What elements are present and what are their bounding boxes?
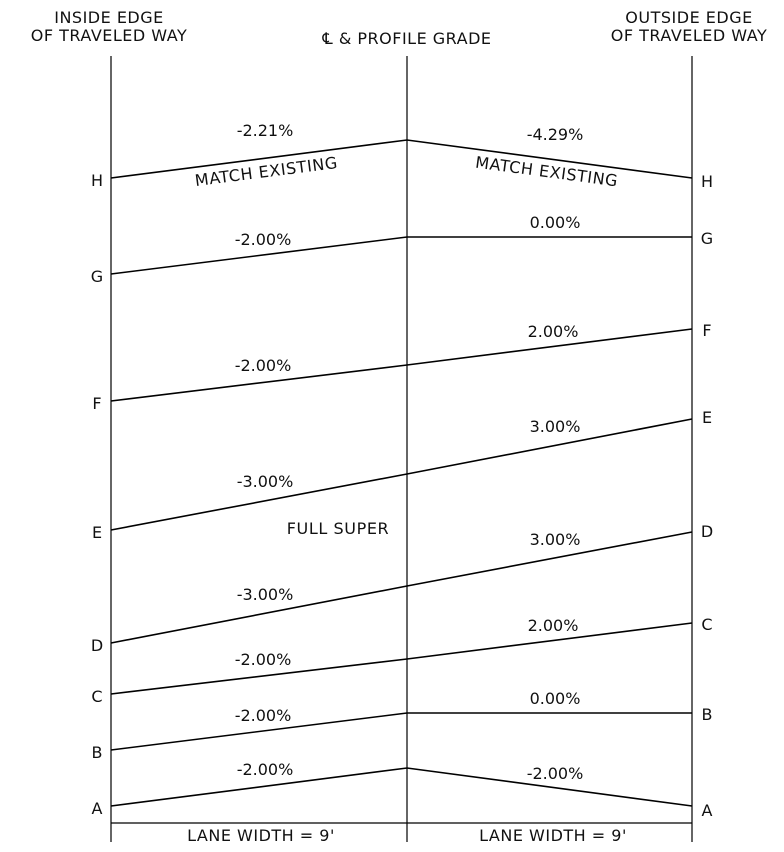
row-label-left-a: A — [92, 799, 103, 818]
slope-right-f: 2.00% — [528, 322, 579, 341]
cross-section-b — [110, 712, 692, 751]
cross-section-f — [110, 328, 693, 402]
centerline-header: ℄ & PROFILE GRADE — [321, 29, 491, 48]
row-label-right-e: E — [702, 408, 712, 427]
slope-right-g: 0.00% — [530, 213, 581, 232]
row-label-right-b: B — [702, 705, 713, 724]
outside-edge-header-line1: OUTSIDE EDGE — [625, 8, 752, 27]
inside-edge-header-line2: OF TRAVELED WAY — [31, 26, 187, 45]
slope-left-b: -2.00% — [235, 706, 292, 725]
slope-left-d: -3.00% — [237, 585, 294, 604]
row-label-left-e: E — [92, 523, 102, 542]
inside-edge-header-line1: INSIDE EDGE — [54, 8, 164, 27]
cross-section-h — [110, 139, 693, 179]
row-label-left-f: F — [92, 394, 101, 413]
lane-width-left: LANE WIDTH = 9' — [187, 826, 335, 845]
slope-left-a: -2.00% — [237, 760, 294, 779]
cross-section-g — [110, 236, 692, 275]
slope-left-g: -2.00% — [235, 230, 292, 249]
slope-right-e: 3.00% — [530, 417, 581, 436]
row-label-left-b: B — [92, 743, 103, 762]
row-label-right-a: A — [702, 801, 713, 820]
cross-section-a — [110, 767, 693, 807]
cross-section-d — [110, 531, 693, 644]
slope-right-a: -2.00% — [527, 764, 584, 783]
full-super-note: FULL SUPER — [287, 519, 390, 538]
slope-left-e: -3.00% — [237, 472, 294, 491]
slope-left-c: -2.00% — [235, 650, 292, 669]
slope-right-b: 0.00% — [530, 689, 581, 708]
lane-width-right: LANE WIDTH = 9' — [479, 826, 627, 845]
row-label-right-f: F — [702, 321, 711, 340]
row-label-left-h: H — [91, 171, 103, 190]
row-label-left-g: G — [91, 267, 103, 286]
slope-right-h: -4.29% — [527, 125, 584, 144]
outside-edge-header-line2: OF TRAVELED WAY — [611, 26, 767, 45]
slope-left-h: -2.21% — [237, 121, 294, 140]
row-label-right-h: H — [701, 172, 713, 191]
cross-section-e — [110, 418, 693, 531]
slope-left-f: -2.00% — [235, 356, 292, 375]
row-label-right-c: C — [701, 615, 712, 634]
row-label-left-d: D — [91, 636, 103, 655]
row-label-right-d: D — [701, 522, 713, 541]
cross-section-c — [110, 622, 693, 695]
row-label-right-g: G — [701, 229, 713, 248]
row-label-left-c: C — [91, 687, 102, 706]
slope-right-c: 2.00% — [528, 616, 579, 635]
slope-right-d: 3.00% — [530, 530, 581, 549]
